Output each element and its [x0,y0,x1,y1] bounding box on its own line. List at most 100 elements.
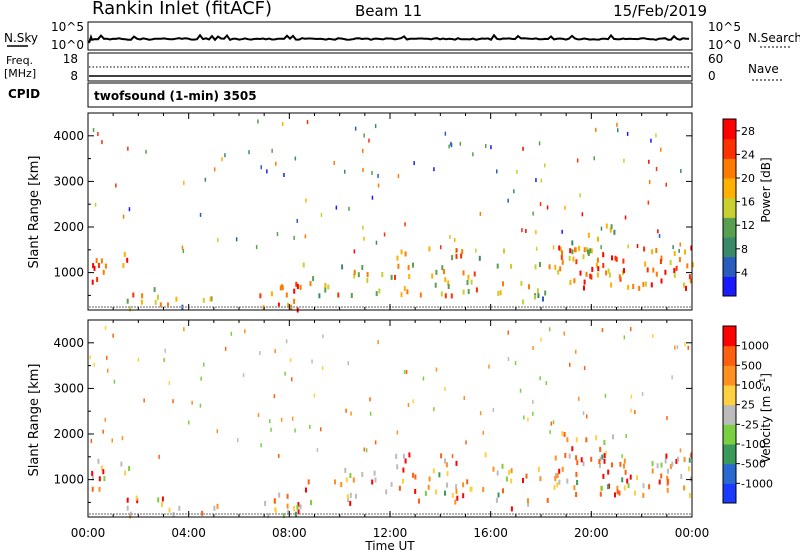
range-cell [102,269,105,275]
velocity-panel: 1000 2000 3000 4000 Slant Range [km] 1000 50… [27,319,773,519]
range-cell [478,255,481,261]
range-cell [626,131,629,136]
colorbar-frame [722,118,737,297]
range-cell [522,299,525,305]
range-cell [558,479,561,485]
range-cell [610,282,613,288]
range-cell [680,169,682,173]
range-cell [539,202,542,207]
range-cell [556,482,559,488]
y-tick-label: 3000 [53,381,84,395]
range-cell [573,247,576,253]
x-tick-label: 04:00 [171,526,206,540]
range-cell [595,262,598,268]
range-cell [507,357,510,361]
range-cell [540,337,542,342]
range-cell [357,272,360,278]
range-cell [676,345,679,350]
range-cell [645,281,647,287]
nsky-label: N.Sky [4,31,38,45]
power-colorbar-label: Power [dB] [759,157,773,222]
range-cell [470,486,473,492]
range-cell [523,415,525,420]
freq-tick-bottom: 8 [70,69,78,83]
date-title: 15/Feb/2019 [613,2,707,20]
range-cell [299,284,302,290]
range-cell [374,124,377,129]
range-cell [101,140,103,145]
range-cell [545,381,548,386]
range-cell [648,484,651,490]
range-cell [224,153,226,158]
range-cell [390,481,393,487]
range-cell [575,349,577,354]
range-cell [525,473,528,479]
y-tick-label: 4000 [53,336,84,350]
range-cell [122,214,125,219]
range-cell [345,408,347,413]
range-cell [538,141,541,146]
range-cell [312,276,315,282]
range-cell [462,493,465,499]
range-cell [602,252,605,258]
range-cell [561,229,563,234]
cpid-label: CPID [8,87,40,101]
range-cell [540,178,543,183]
range-cell [589,248,592,254]
range-cell [596,257,599,263]
range-cell [335,205,338,210]
velocity-axis-ticks: 1000 2000 3000 4000 [53,320,693,517]
range-cell [629,474,632,480]
range-cell [327,284,330,290]
colorbar-segment [723,365,736,386]
range-cell [377,183,380,188]
range-cell [202,297,205,303]
range-cell [120,461,123,467]
range-cell [595,435,598,441]
range-cell [488,364,490,369]
range-cell [305,487,307,493]
range-cell [652,334,654,338]
range-cell [402,478,404,484]
range-cell [341,264,344,270]
range-cell [304,234,307,239]
power-data-cells [89,119,694,313]
range-cell [403,286,406,292]
nave-tick-top: 60 [708,52,723,66]
range-cell [585,437,588,443]
range-cell [623,268,625,274]
range-cell [259,293,262,299]
range-cell [465,440,467,445]
range-cell [553,484,556,490]
range-cell [497,492,500,498]
range-cell [274,349,276,354]
range-cell [377,173,379,178]
range-cell [444,277,447,283]
range-cell [188,420,190,425]
range-cell [92,263,95,269]
range-cell [447,280,450,286]
range-cell [566,437,569,443]
range-cell [412,472,415,478]
range-cell [634,490,636,496]
range-cell [688,274,691,280]
range-cell [690,476,692,482]
range-cell [492,466,495,472]
range-cell [159,302,162,308]
range-cell [135,495,138,501]
range-cell [286,503,289,509]
velocity-colorbar-label-tail: ] [759,373,773,378]
range-cell [307,479,310,485]
range-cell [278,492,281,498]
range-cell [462,482,465,488]
range-cell [363,447,366,452]
range-cell [665,453,668,459]
range-cell [287,302,290,308]
range-cell [424,490,427,496]
range-cell [344,169,346,174]
range-cell [623,458,626,464]
range-cell [575,437,578,443]
nsearch-tick-top: 10^5 [708,20,741,34]
range-cell [96,277,99,282]
range-cell [495,497,498,503]
